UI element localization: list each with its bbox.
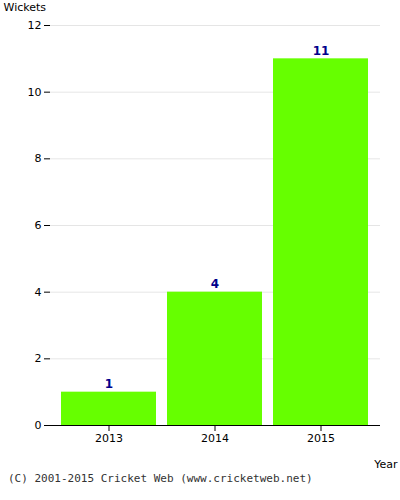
svg-text:2: 2	[35, 352, 42, 365]
svg-text:Year: Year	[373, 458, 398, 471]
svg-text:10: 10	[28, 86, 42, 99]
svg-text:11: 11	[313, 44, 330, 58]
svg-text:2015: 2015	[307, 432, 335, 445]
html-text:(C) 2001-2015 Cricket Web (www: (C) 2001-2015 Cricket Web (www.cricketwe…	[8, 472, 313, 485]
svg-text:4: 4	[211, 277, 219, 291]
svg-text:0: 0	[35, 419, 42, 432]
svg-text:8: 8	[35, 152, 42, 165]
svg-text:4: 4	[35, 286, 42, 299]
svg-text:12: 12	[28, 19, 42, 32]
svg-text:6: 6	[35, 219, 42, 232]
svg-text:Wickets: Wickets	[4, 1, 47, 14]
svg-text:2014: 2014	[201, 432, 229, 445]
svg-text:2013: 2013	[95, 432, 123, 445]
svg-text:1: 1	[105, 377, 113, 391]
